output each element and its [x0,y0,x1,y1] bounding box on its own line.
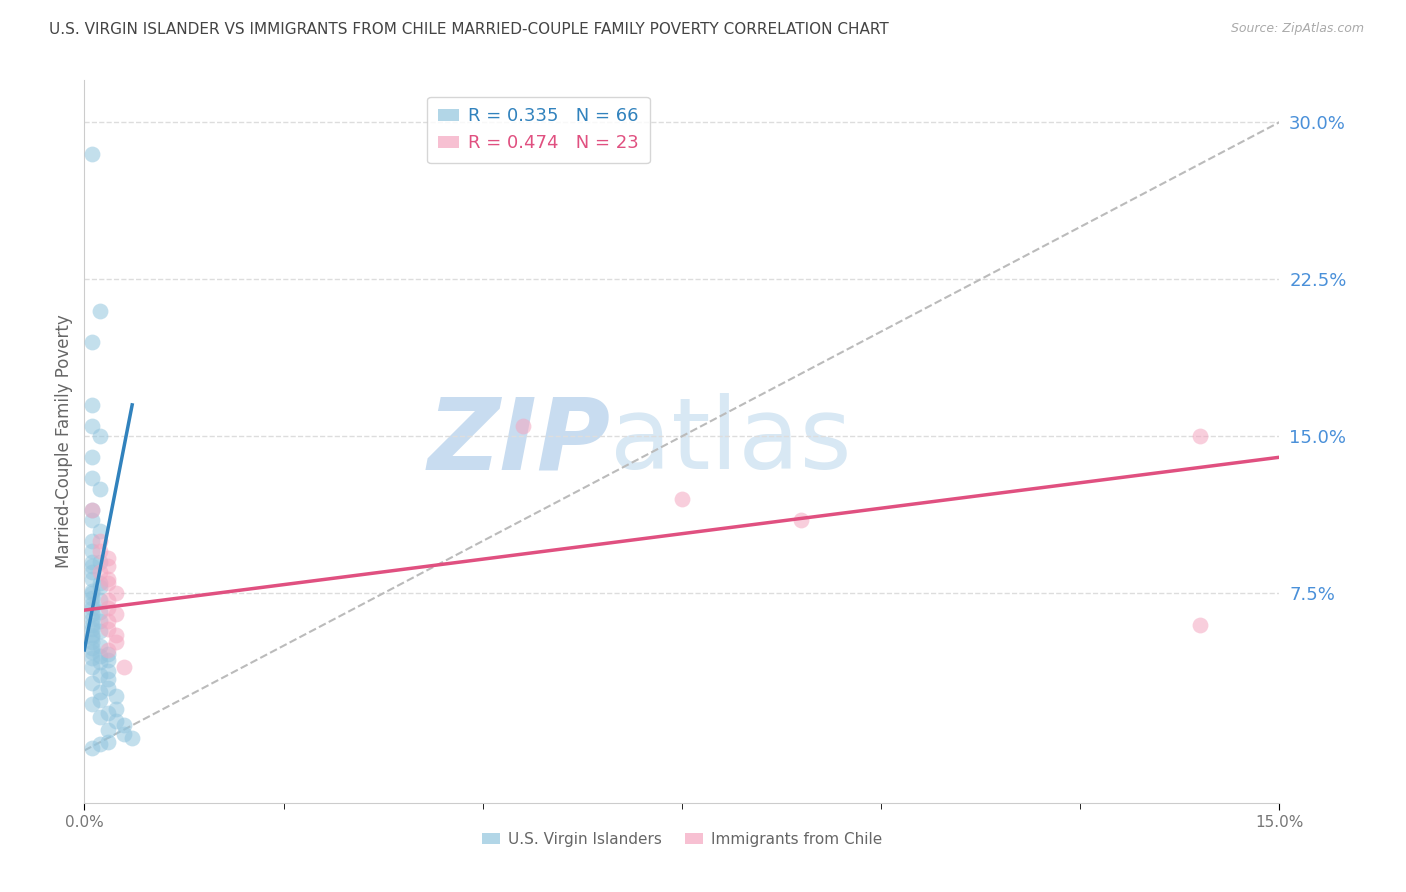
Point [121,731,143,745]
Point [89,482,111,496]
Point [82,631,104,645]
Point [82,513,104,527]
Point [1188,617,1211,632]
Point [82,502,104,516]
Point [82,566,104,580]
Point [82,607,104,622]
Text: Source: ZipAtlas.com: Source: ZipAtlas.com [1230,22,1364,36]
Point [89,555,111,569]
Point [82,334,104,349]
Point [82,659,104,673]
Point [82,471,104,485]
Point [112,727,135,741]
Point [82,418,104,433]
Point [105,628,128,642]
Text: U.S. VIRGIN ISLANDER VS IMMIGRANTS FROM CHILE MARRIED-COUPLE FAMILY POVERTY CORR: U.S. VIRGIN ISLANDER VS IMMIGRANTS FROM … [49,22,889,37]
Y-axis label: Married-Couple Family Poverty: Married-Couple Family Poverty [55,315,73,568]
Point [82,741,104,756]
Point [97,647,120,661]
Point [82,617,104,632]
Point [89,592,111,607]
Point [671,492,693,507]
Point [82,591,104,605]
Point [82,698,104,712]
Point [105,634,128,648]
Point [89,605,111,619]
Point [89,575,111,590]
Point [97,575,120,590]
Point [1188,429,1211,443]
Point [82,584,104,599]
Point [97,643,120,657]
Point [512,418,534,433]
Point [97,559,120,574]
Point [82,628,104,642]
Point [82,622,104,636]
Text: atlas: atlas [610,393,852,490]
Point [790,513,813,527]
Point [82,544,104,558]
Point [89,580,111,594]
Point [97,572,120,586]
Point [82,502,104,516]
Legend: U.S. Virgin Islanders, Immigrants from Chile: U.S. Virgin Islanders, Immigrants from C… [475,826,889,853]
Point [82,611,104,625]
Point [82,676,104,690]
Point [97,601,120,615]
Point [89,566,111,580]
Point [89,685,111,699]
Point [82,146,104,161]
Point [89,656,111,670]
Point [82,597,104,611]
Point [82,601,104,615]
Point [105,586,128,600]
Point [89,534,111,549]
Point [82,534,104,549]
Point [97,681,120,695]
Point [82,555,104,569]
Point [112,718,135,732]
Point [97,664,120,678]
Point [82,572,104,586]
Point [112,659,135,673]
Point [105,607,128,622]
Point [89,710,111,724]
Point [82,645,104,659]
Point [97,653,120,667]
Point [82,559,104,574]
Text: ZIP: ZIP [427,393,610,490]
Point [89,544,111,558]
Point [97,614,120,628]
Point [89,524,111,538]
Point [82,634,104,648]
Point [82,651,104,665]
Point [82,586,104,600]
Point [89,693,111,707]
Point [89,429,111,443]
Point [97,622,120,636]
Point [105,689,128,703]
Point [97,735,120,749]
Point [82,398,104,412]
Point [97,723,120,737]
Point [105,701,128,715]
Point [89,737,111,751]
Point [97,706,120,720]
Point [89,668,111,682]
Point [97,592,120,607]
Point [89,303,111,318]
Point [89,614,111,628]
Point [82,450,104,465]
Point [89,649,111,664]
Point [82,640,104,655]
Point [89,639,111,653]
Point [97,550,120,565]
Point [105,714,128,728]
Point [97,672,120,686]
Point [89,624,111,638]
